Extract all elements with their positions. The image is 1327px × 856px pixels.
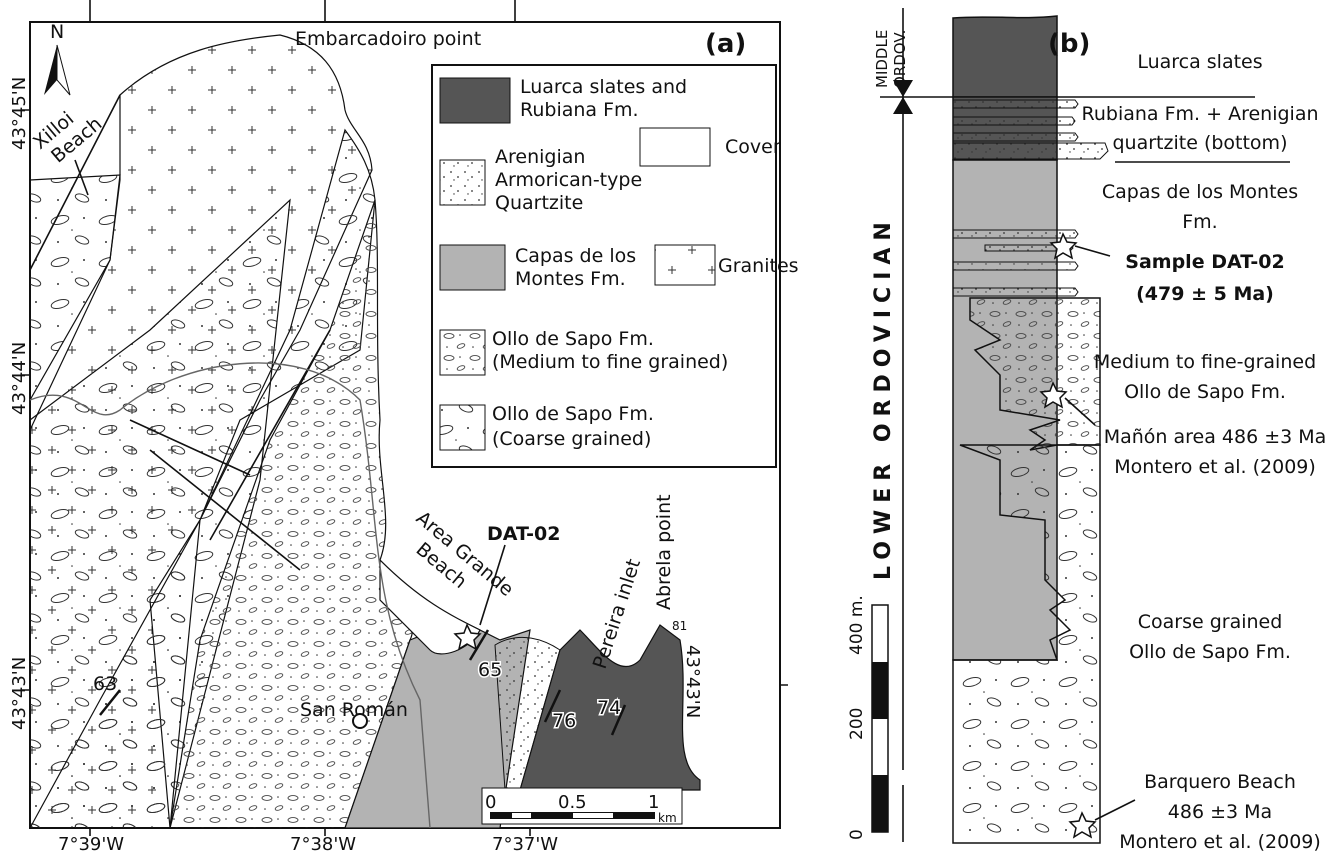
middle-ordov-label: MIDDLE: [873, 30, 891, 88]
manon-star-icon: [1039, 381, 1068, 409]
sample-label: DAT-02: [487, 523, 561, 545]
legend-swatch-ollo-medium: [439, 329, 486, 376]
legend-ollo-medium: (Medium to fine grained): [492, 351, 728, 373]
lat-label: 43°43'N: [9, 657, 30, 730]
legend-cover: Cover: [725, 136, 781, 158]
scale-bar: 0 0.5 1 km: [481, 787, 683, 825]
column-label-barquero: 486 ±3 Ma: [1168, 801, 1272, 823]
barquero-star-icon: [1068, 811, 1097, 839]
stratigraphic-column: MIDDLE ORDOV. LOWER ORDOVICIAN 400 m. 20…: [847, 8, 1327, 853]
column-ollo-coarse: [952, 444, 1101, 844]
boundary-marker-icon: [893, 80, 913, 114]
sample-star-icon: [453, 623, 482, 651]
legend-arenigian: Armorican-type: [495, 169, 642, 191]
strike-dip-symbols: [99, 629, 627, 736]
sample-star-icon: [1049, 232, 1078, 260]
arrow-xilloi: [74, 159, 89, 196]
lon-label: 7°38'W: [290, 834, 356, 852]
north-label: N: [50, 21, 64, 43]
legend-luarca: Rubiana Fm.: [520, 99, 639, 121]
scale-unit: km: [658, 811, 677, 825]
column-label-manon: Montero et al. (2009): [1114, 456, 1316, 478]
lat-label: 43°44'N: [9, 342, 30, 415]
lon-label: 7°39'W: [58, 834, 124, 852]
column-arenigian: [952, 142, 1109, 160]
lon-label: 7°37'W: [492, 834, 558, 852]
legend-ollo-medium: Ollo de Sapo Fm.: [492, 328, 654, 350]
panel-label-a: (a): [705, 29, 746, 59]
place-abrela-point: Abrela point: [653, 494, 675, 610]
scale-400: 400 m.: [847, 595, 867, 655]
legend-arenigian: Quartzite: [495, 192, 583, 214]
road: [29, 362, 431, 829]
fault-lines: [29, 94, 331, 571]
dip-value: 81: [672, 619, 687, 633]
column-label-manon: Mañón area 486 ±3 Ma: [1104, 426, 1327, 448]
column-label-rubiana: quartzite (bottom): [1113, 132, 1288, 154]
legend-ollo-coarse: Ollo de Sapo Fm.: [492, 403, 654, 425]
north-arrow: N: [44, 21, 71, 96]
legend-granites: Granites: [718, 255, 799, 277]
column-label-barquero: Barquero Beach: [1144, 771, 1296, 793]
legend-swatch-ollo-coarse: [439, 404, 486, 451]
scale-05: 0.5: [558, 792, 587, 813]
column-label-barquero: Montero et al. (2009): [1119, 831, 1321, 852]
dip-value: 63: [93, 673, 117, 695]
lat-label: 43°45'N: [9, 77, 30, 150]
lat-label-right: 43°43'N: [682, 645, 703, 718]
scale-200: 200: [847, 708, 867, 740]
column-luarca: [952, 15, 1058, 98]
legend-swatch-granites: [654, 244, 716, 286]
column-label-coarse: Coarse grained: [1138, 611, 1283, 633]
dip-value: 65: [478, 659, 502, 681]
legend-capas: Montes Fm.: [515, 268, 626, 290]
legend-swatch-cover: [639, 127, 711, 167]
quartzite-beds: [952, 99, 1079, 142]
column-label-sample-age: (479 ± 5 Ma): [1136, 283, 1274, 305]
column-scale-bar: 400 m. 200 0: [847, 595, 889, 840]
dip-value: 76: [552, 710, 576, 732]
column-label-capas: Capas de los Montes: [1102, 181, 1298, 203]
column-label-luarca: Luarca slates: [1137, 51, 1262, 73]
legend-swatch-arenigian: [439, 159, 486, 206]
scale-0: 0: [847, 829, 867, 840]
column-label-rubiana: Rubiana Fm. + Arenigian: [1082, 103, 1319, 125]
place-embarcadoiro: Embarcadoiro point: [295, 28, 481, 50]
legend-capas: Capas de los: [515, 245, 636, 267]
column-label-medium: Ollo de Sapo Fm.: [1124, 381, 1286, 403]
column-label-coarse: Ollo de Sapo Fm.: [1129, 641, 1291, 663]
middle-ordov-label: ORDOV.: [891, 30, 909, 88]
legend: Luarca slates and Rubiana Fm. Arenigian …: [431, 64, 799, 468]
geological-map: N (a) Embarcadoiro point Xilloi Beach DA…: [9, 0, 799, 855]
unit-luarca: [519, 624, 701, 791]
interbedded-beds: [952, 229, 1079, 297]
san-roman-marker: [352, 713, 368, 729]
column-label-sample: Sample DAT-02: [1125, 251, 1284, 273]
column-label-medium: Medium to fine-grained: [1094, 351, 1316, 373]
legend-swatch-capas: [439, 244, 506, 291]
legend-arenigian: Arenigian: [495, 146, 585, 168]
legend-luarca: Luarca slates and: [520, 76, 687, 98]
legend-swatch-luarca: [439, 77, 511, 124]
scale-0: 0: [485, 792, 496, 813]
dip-value: 74: [597, 697, 621, 719]
lower-ordovician-label: LOWER ORDOVICIAN: [871, 215, 896, 580]
legend-ollo-coarse: (Coarse grained): [492, 428, 651, 450]
place-san-roman: San Román: [300, 699, 408, 721]
scale-1: 1: [648, 792, 659, 813]
column-label-capas: Fm.: [1182, 211, 1217, 233]
arrow-sample: [479, 544, 506, 626]
panel-label-b: (b): [1048, 29, 1090, 59]
